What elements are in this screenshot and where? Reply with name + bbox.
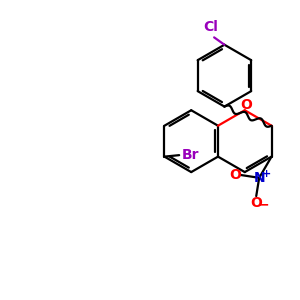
Text: O: O	[229, 168, 241, 182]
Text: O: O	[240, 98, 252, 112]
Text: Br: Br	[182, 148, 200, 162]
Text: N: N	[254, 171, 265, 185]
Text: +: +	[262, 169, 271, 179]
Text: Cl: Cl	[203, 20, 218, 34]
Text: −: −	[258, 197, 269, 211]
Text: O: O	[250, 196, 262, 210]
